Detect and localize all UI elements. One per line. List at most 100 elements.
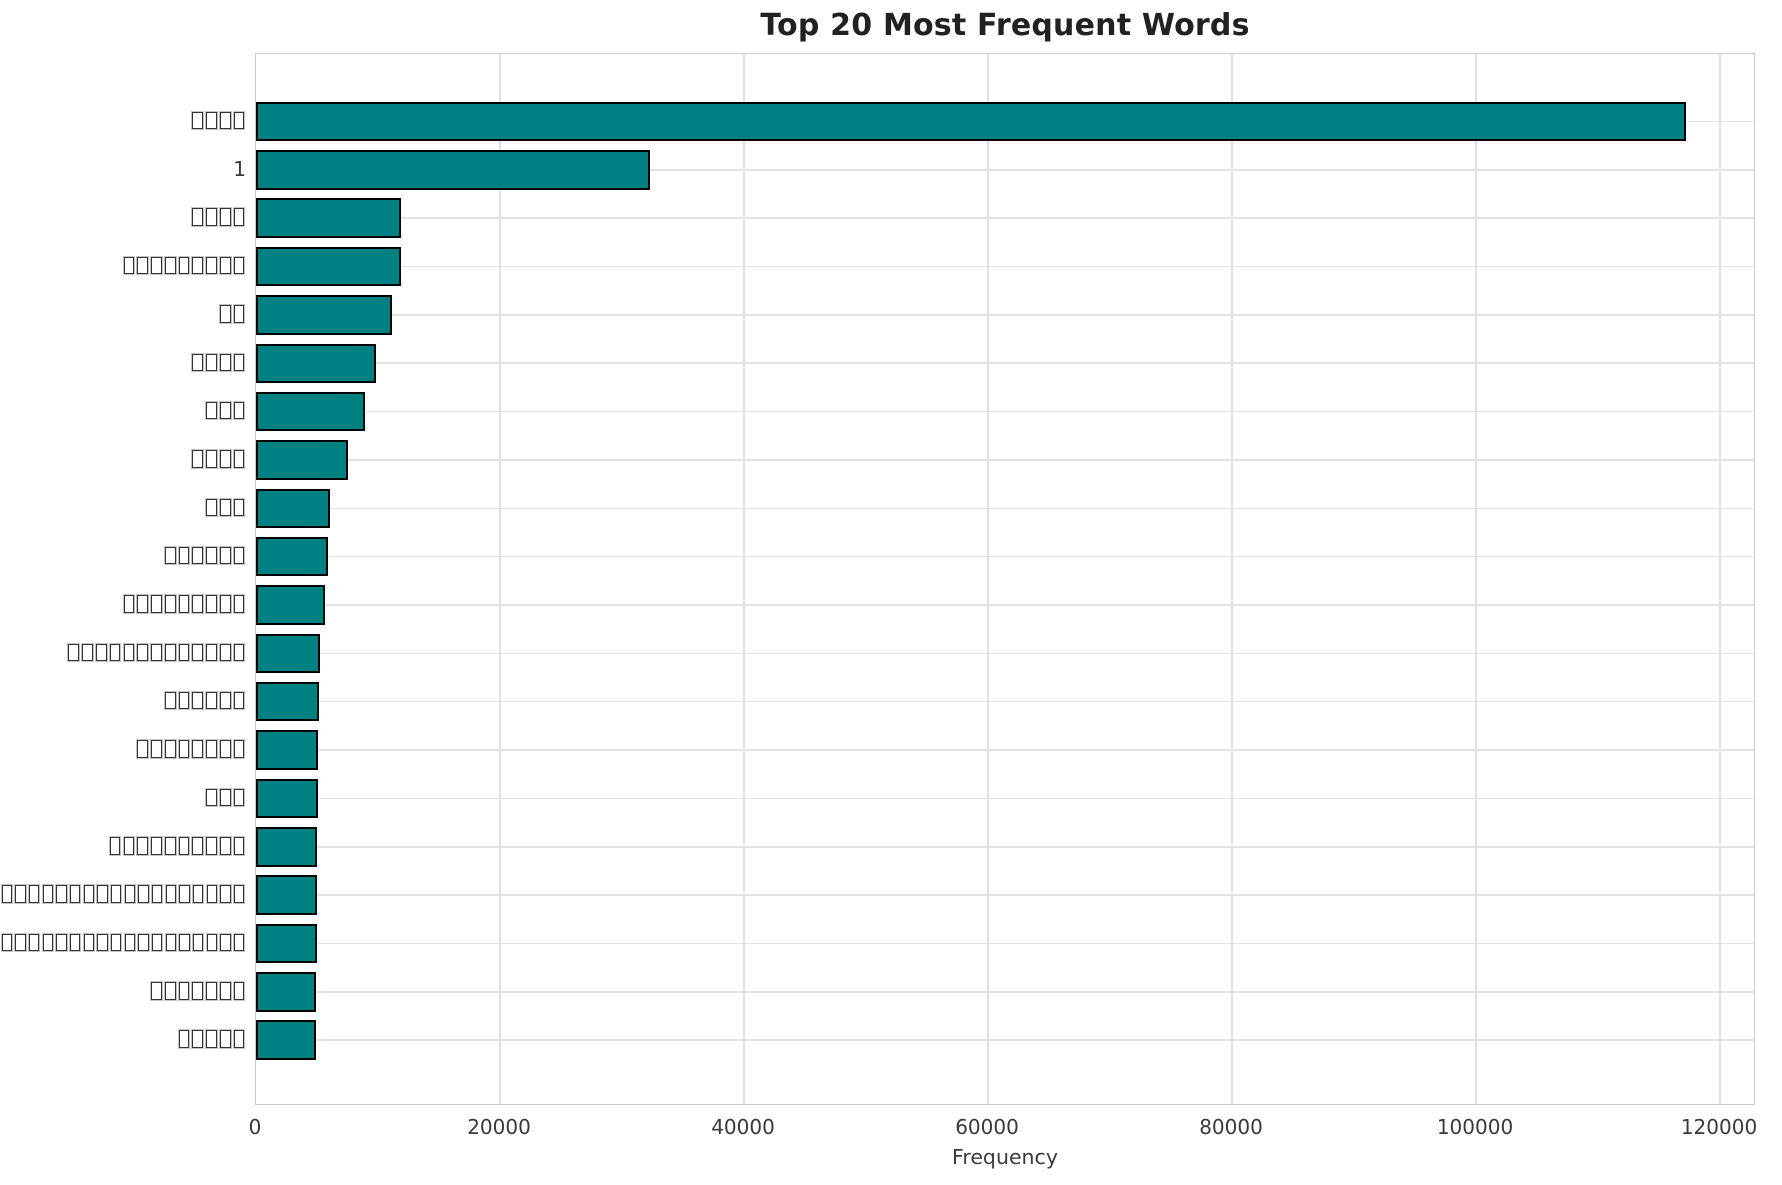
missing-glyph-box (220, 353, 231, 371)
missing-glyph-box (220, 740, 231, 758)
missing-glyph-box (151, 982, 162, 1000)
missing-glyph-box (164, 837, 176, 855)
y-tick-label (0, 591, 246, 617)
y-tick-label (0, 736, 246, 762)
x-tick-label: 20000 (467, 1115, 531, 1139)
y-gridline (256, 942, 1754, 945)
bar (256, 778, 318, 819)
missing-glyph-box (233, 643, 245, 662)
bar (256, 391, 366, 432)
bar (256, 827, 318, 867)
y-tick-label (0, 639, 246, 665)
missing-glyph-box (178, 595, 190, 613)
missing-glyph-box (179, 933, 190, 952)
missing-glyph-box (220, 933, 231, 952)
bar (256, 101, 1686, 142)
bar (256, 488, 331, 529)
y-gridline (256, 797, 1754, 800)
missing-glyph-box (206, 691, 217, 710)
missing-glyph-box (206, 111, 217, 130)
plot-area (255, 53, 1755, 1105)
missing-glyph-box (233, 933, 245, 952)
missing-glyph-box (206, 353, 217, 371)
bar (256, 875, 317, 915)
missing-glyph-box (137, 256, 148, 275)
bar (256, 585, 325, 625)
missing-glyph-box (15, 933, 26, 952)
missing-glyph-box (220, 1030, 231, 1048)
x-tick-label: 100000 (1436, 1115, 1514, 1139)
missing-glyph-box (123, 595, 135, 613)
missing-glyph-box (233, 691, 245, 710)
missing-glyph-box (164, 740, 176, 758)
y-tick-label: 1 (233, 156, 246, 181)
missing-glyph-box (110, 885, 122, 903)
y-tick-label (0, 784, 246, 810)
y-gridline (256, 314, 1754, 316)
missing-glyph-box (178, 837, 190, 855)
missing-glyph-box (220, 643, 231, 662)
missing-glyph-box (192, 837, 204, 855)
missing-glyph-box (123, 256, 135, 275)
missing-glyph-box (220, 305, 231, 323)
missing-glyph-box (220, 401, 231, 420)
x-tick-label: 0 (248, 1115, 262, 1139)
missing-glyph-box (56, 885, 67, 903)
y-tick-label (0, 349, 246, 375)
y-tick-label (0, 688, 246, 714)
missing-glyph-box (179, 885, 190, 903)
missing-glyph-box (192, 691, 204, 710)
bar (256, 343, 376, 383)
missing-glyph-box (233, 305, 245, 323)
missing-glyph-box (192, 111, 204, 130)
missing-glyph-box (137, 643, 148, 662)
missing-glyph-box (178, 740, 190, 758)
x-gridline (743, 54, 745, 1104)
missing-glyph-box (123, 837, 135, 855)
missing-glyph-box (83, 933, 95, 952)
y-gridline (256, 845, 1754, 848)
missing-glyph-box (220, 546, 231, 565)
bar (256, 440, 348, 480)
y-tick-label (0, 833, 246, 859)
missing-glyph-box (56, 933, 67, 952)
y-gridline (256, 1039, 1754, 1041)
missing-glyph-box (164, 546, 176, 565)
missing-glyph-box (233, 788, 245, 807)
bar (256, 681, 319, 722)
y-gridline (256, 555, 1754, 558)
chart-title: Top 20 Most Frequent Words (760, 8, 1250, 43)
missing-glyph-box (96, 643, 107, 662)
x-tick-label: 40000 (711, 1115, 775, 1139)
y-gridline (256, 265, 1754, 268)
x-tick-label: 60000 (955, 1115, 1019, 1139)
missing-glyph-box (206, 837, 217, 855)
missing-glyph-box (192, 885, 204, 903)
missing-glyph-box (124, 885, 136, 903)
missing-glyph-box (151, 595, 162, 613)
missing-glyph-box (164, 643, 176, 662)
missing-glyph-box (206, 498, 217, 517)
missing-glyph-box (151, 933, 163, 952)
missing-glyph-box (124, 933, 136, 952)
missing-glyph-box (137, 740, 148, 758)
missing-glyph-box (192, 933, 204, 952)
missing-glyph-box (220, 256, 231, 275)
missing-glyph-box (68, 643, 80, 662)
missing-glyph-box (233, 546, 245, 565)
missing-glyph-box (192, 546, 204, 565)
missing-glyph-box (233, 1030, 245, 1048)
missing-glyph-box (137, 595, 148, 613)
y-gridline (256, 507, 1754, 510)
y-gridline (256, 749, 1754, 751)
y-gridline (256, 604, 1754, 606)
missing-glyph-box (233, 982, 245, 1000)
missing-glyph-box (82, 643, 93, 662)
y-gridline (256, 700, 1754, 703)
missing-glyph-box (220, 595, 231, 613)
missing-glyph-box (164, 982, 176, 1000)
y-tick-label (0, 494, 246, 520)
missing-glyph-box (206, 208, 217, 226)
missing-glyph-box (165, 933, 177, 952)
